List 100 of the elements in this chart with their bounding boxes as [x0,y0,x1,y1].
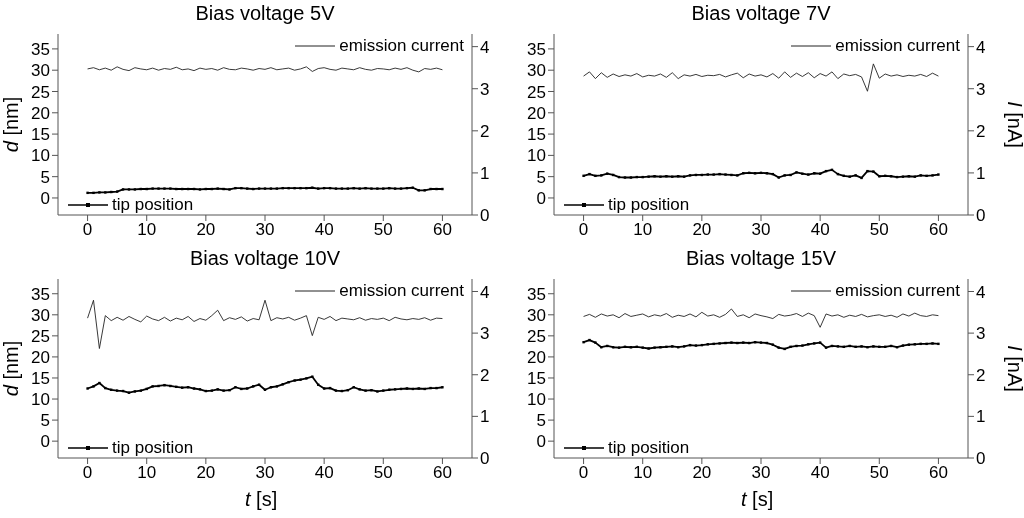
y-tick-label: 0 [40,189,50,208]
x-tick-label: 40 [314,220,334,240]
x-tick-label: 50 [373,220,393,240]
y-tick-label: 5 [536,411,546,431]
y-tick-label: 30 [31,305,50,325]
x-tick-label: 50 [373,463,393,483]
x-tick-label: 40 [314,463,334,483]
y-tick-label: 10 [527,390,546,410]
x-tick-label: 0 [578,463,589,483]
y-axis-title: d [nm] [0,340,24,396]
legend-label: emission current [339,281,464,300]
y-tick-label: 15 [31,369,50,389]
y-tick-label: 25 [527,82,546,102]
x-tick-label: 0 [82,463,93,483]
y-axis-title: d [nm] [0,96,24,152]
x-tick-label: 60 [432,220,452,240]
y-tick-label: 30 [31,61,50,81]
y-tick-label: 10 [31,146,50,166]
y-tick-label: 20 [31,103,50,123]
chart-title: Bias voltage 5V [194,2,336,25]
y2-tick-label: 0 [480,206,490,226]
y2-axis-title: I [nA] [1003,344,1024,392]
y-tick-label: 30 [527,305,546,325]
y2-tick-label: 1 [976,407,986,427]
y-tick-label: 35 [31,284,50,304]
x-tick-label: 60 [928,463,948,483]
x-tick-label: 10 [633,220,653,240]
y-tick-label: 35 [31,39,50,59]
x-tick-label: 20 [692,463,712,483]
y-tick-label: 25 [31,82,50,102]
y2-axis-title: I [nA] [1003,100,1024,148]
legend-label: tip position [112,195,194,214]
x-tick-label: 20 [196,220,216,240]
x-tick-label: 50 [869,463,889,483]
y2-tick-label: 3 [976,79,986,99]
x-tick-label: 20 [196,463,216,483]
y2-tick-label: 4 [976,282,986,302]
y2-tick-label: 2 [480,365,490,385]
x-tick-label: 40 [810,220,830,240]
y2-tick-label: 1 [480,163,490,183]
chart-title: Bias voltage 7V [690,2,832,25]
line-series [583,308,939,328]
y2-tick-label: 0 [976,449,986,469]
x-tick-label: 10 [633,463,653,483]
legend-label: tip position [608,195,690,214]
line-series [87,299,443,349]
x-tick-label: 30 [751,220,771,240]
y2-tick-label: 4 [480,282,490,302]
y-tick-label: 20 [527,103,546,123]
y-tick-label: 15 [31,125,50,145]
y2-tick-label: 3 [976,324,986,344]
x-tick-label: 0 [82,220,93,240]
y-tick-label: 30 [527,61,546,81]
x-tick-label: 30 [751,463,771,483]
x-tick-label: 0 [578,220,589,240]
y2-tick-label: 3 [480,324,490,344]
x-tick-label: 30 [255,463,275,483]
y2-tick-label: 4 [480,37,490,57]
y2-tick-label: 2 [480,121,490,141]
y2-tick-label: 2 [976,121,986,141]
y-tick-label: 0 [40,432,50,452]
legend-label: emission current [835,281,960,300]
y-tick-label: 0 [536,432,546,452]
y-tick-label: 5 [40,167,50,187]
x-tick-label: 60 [928,220,948,240]
y2-tick-label: 1 [480,407,490,427]
y-tick-label: 10 [527,146,546,166]
x-tick-label: 10 [137,220,157,240]
y-tick-label: 35 [527,39,546,59]
x-tick-label: 50 [869,220,889,240]
y-tick-label: 5 [536,167,546,187]
x-tick-label: 30 [255,220,275,240]
chart-title: Bias voltage 15V [684,247,838,270]
y2-tick-label: 1 [976,163,986,183]
y-tick-label: 20 [31,347,50,367]
y2-tick-label: 4 [976,37,986,57]
y-tick-label: 25 [527,326,546,346]
y2-tick-label: 0 [480,449,490,469]
y-tick-label: 20 [527,347,546,367]
x-tick-label: 10 [137,463,157,483]
y-tick-label: 15 [527,369,546,389]
x-tick-label: 20 [692,220,712,240]
x-axis-title: t [s] [741,488,774,511]
x-tick-label: 40 [810,463,830,483]
x-tick-label: 60 [432,463,452,483]
y2-tick-label: 2 [976,365,986,385]
y2-tick-label: 3 [480,79,490,99]
y-tick-label: 35 [527,284,546,304]
y-tick-label: 10 [31,390,50,410]
y-tick-label: 15 [527,125,546,145]
y-tick-label: 0 [536,189,546,208]
legend-label: tip position [608,438,690,457]
y-tick-label: 25 [31,326,50,346]
legend-label: emission current [339,36,464,55]
chart-title: Bias voltage 10V [188,247,342,270]
y-tick-label: 5 [40,411,50,431]
legend-label: emission current [835,36,960,55]
legend-label: tip position [112,438,194,457]
x-axis-title: t [s] [245,488,278,511]
line-series [583,63,939,92]
